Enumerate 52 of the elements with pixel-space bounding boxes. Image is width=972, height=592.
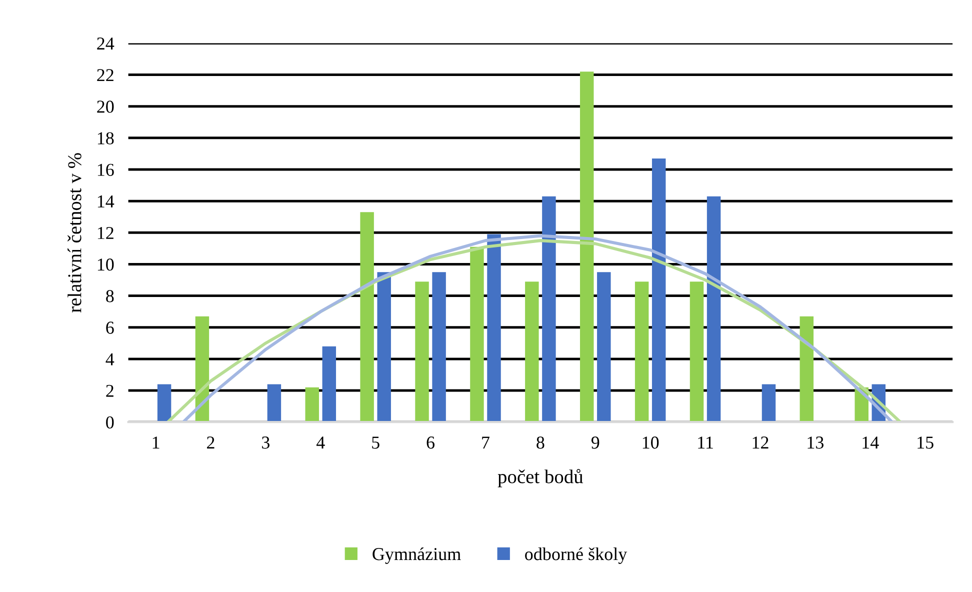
bar <box>470 246 484 422</box>
bar <box>597 272 611 422</box>
x-tick-label: 6 <box>426 436 435 449</box>
y-axis-title: relativní četnost v % <box>68 153 82 312</box>
bar <box>652 158 666 422</box>
bar <box>580 72 594 422</box>
x-tick-label: 8 <box>536 436 544 449</box>
bar <box>432 272 446 422</box>
y-tick-label: 4 <box>106 353 114 366</box>
y-tick-label: 2 <box>106 384 114 397</box>
x-tick-label: 5 <box>372 436 380 449</box>
x-tick-label: 11 <box>698 436 713 449</box>
y-tick-label: 8 <box>106 290 114 302</box>
y-tick-label: 0 <box>106 416 114 429</box>
x-tick-label: 9 <box>591 436 600 449</box>
bar <box>800 316 814 422</box>
y-tick-label: 14 <box>98 195 114 208</box>
bar <box>322 346 336 422</box>
bar <box>634 282 649 422</box>
y-tick-label: 10 <box>98 258 114 271</box>
bar <box>377 272 391 422</box>
x-tick-label: 4 <box>316 436 325 449</box>
x-tick-label: 7 <box>482 436 490 449</box>
x-tick-label: 3 <box>262 436 270 449</box>
x-axis-title: počet bodů <box>498 469 584 488</box>
y-tick-label: 12 <box>98 226 114 239</box>
bar <box>415 282 429 422</box>
bar <box>305 387 319 422</box>
bar <box>762 384 776 422</box>
bar <box>706 196 721 422</box>
y-tick-label: 16 <box>98 164 114 176</box>
x-tick-label: 13 <box>808 436 824 449</box>
y-tick-label: 22 <box>97 69 114 82</box>
legend-label: Gymnázium <box>372 547 461 564</box>
bar <box>267 384 282 422</box>
bar <box>690 282 704 422</box>
x-tick-label: 15 <box>918 436 934 449</box>
y-tick-label: 20 <box>97 100 114 113</box>
x-tick-label: 14 <box>862 436 879 449</box>
y-tick-label: 6 <box>106 322 114 334</box>
x-tick-label: 10 <box>642 436 659 449</box>
bar <box>360 212 374 422</box>
x-tick-label: 1 <box>152 436 160 449</box>
x-tick-label: 12 <box>752 436 768 449</box>
x-tick-label: 2 <box>207 436 214 449</box>
bar <box>542 196 556 422</box>
legend-label: odborné školy <box>525 547 628 564</box>
y-tick-label: 18 <box>98 132 114 144</box>
bar <box>525 282 539 422</box>
y-tick-label: 24 <box>97 38 114 50</box>
bar <box>157 384 172 422</box>
bar <box>487 234 501 422</box>
